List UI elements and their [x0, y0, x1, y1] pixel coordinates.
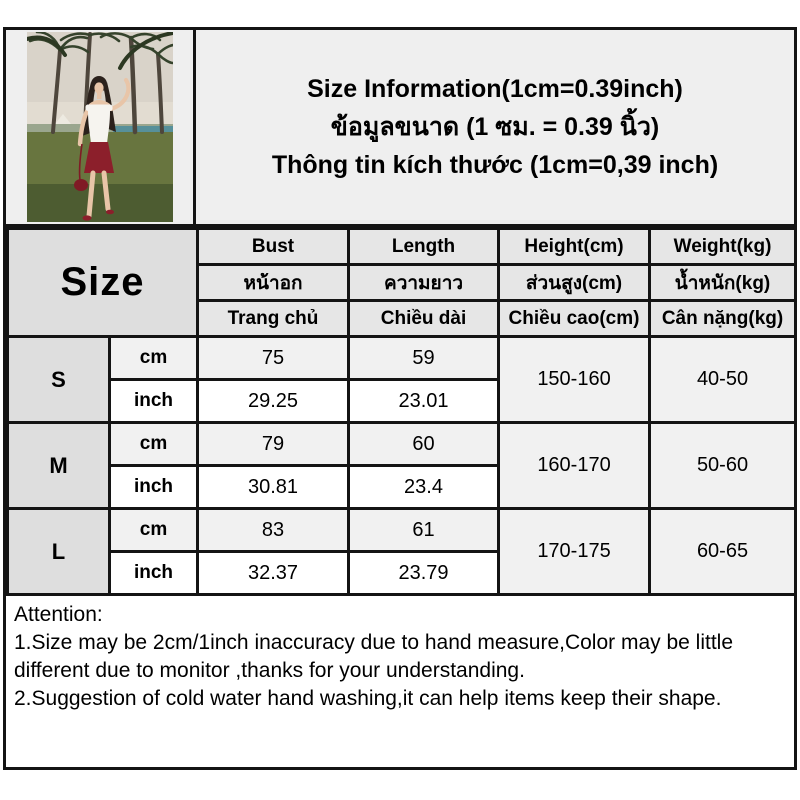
l-height: 170-175 [497, 507, 652, 596]
col-header-bust-th: หน้าอก [196, 263, 351, 302]
s-bust-cm: 75 [196, 335, 351, 381]
unit-inch-label: inch [107, 550, 200, 596]
col-header-weight-en: Weight(kg) [648, 227, 798, 266]
col-header-length-vi: Chiều dài [347, 299, 501, 338]
s-length-cm: 59 [347, 335, 501, 381]
m-bust-cm: 79 [196, 421, 351, 467]
title-english: Size Information(1cm=0.39inch) [307, 75, 683, 103]
l-bust-inch: 32.37 [196, 550, 351, 596]
col-header-length-en: Length [347, 227, 501, 266]
size-table: Size Bust Length Height(cm) Weight(kg) ห… [5, 227, 798, 596]
m-bust-inch: 30.81 [196, 464, 351, 510]
s-bust-inch: 29.25 [196, 378, 351, 424]
s-height: 150-160 [497, 335, 652, 424]
unit-cm-label: cm [107, 421, 200, 467]
col-header-weight-th: น้ำหนัก(kg) [648, 263, 798, 302]
unit-cm-label: cm [107, 335, 200, 381]
product-photo [26, 32, 173, 222]
title-vietnamese: Thông tin kích thước (1cm=0,39 inch) [271, 151, 719, 179]
l-length-inch: 23.79 [347, 550, 501, 596]
attention-line-2: 2.Suggestion of cold water hand washing,… [14, 687, 722, 710]
attention-line-1: 1.Size may be 2cm/1inch inaccuracy due t… [14, 631, 734, 682]
attention-heading: Attention: [14, 603, 103, 626]
top-section: Size Information(1cm=0.39inch) ข้อมูลขนา… [6, 30, 794, 227]
l-weight: 60-65 [648, 507, 798, 596]
foreground-fronds [26, 32, 173, 70]
l-length-cm: 61 [347, 507, 501, 553]
title-block: Size Information(1cm=0.39inch) ข้อมูลขนา… [196, 30, 794, 224]
m-weight: 50-60 [648, 421, 798, 510]
content-frame: Size Information(1cm=0.39inch) ข้อมูลขนา… [3, 27, 798, 770]
col-header-bust-en: Bust [196, 227, 351, 266]
s-length-inch: 23.01 [347, 378, 501, 424]
unit-inch-label: inch [107, 378, 200, 424]
s-weight: 40-50 [648, 335, 798, 424]
col-header-weight-vi: Cân nặng(kg) [648, 299, 798, 338]
unit-inch-label: inch [107, 464, 200, 510]
size-corner-label: Size [5, 227, 200, 338]
col-header-height-th: ส่วนสูง(cm) [497, 263, 652, 302]
size-row-m-label: M [6, 421, 111, 510]
col-header-length-th: ความยาว [347, 263, 501, 302]
col-header-bust-vi: Trang chủ [196, 299, 351, 338]
l-bust-cm: 83 [196, 507, 351, 553]
size-row-s-label: S [6, 335, 111, 424]
m-length-cm: 60 [347, 421, 501, 467]
col-header-height-en: Height(cm) [497, 227, 652, 266]
unit-cm-label: cm [107, 507, 200, 553]
product-photo-cell [6, 30, 196, 224]
col-header-height-vi: Chiều cao(cm) [497, 299, 652, 338]
model-figure [73, 76, 130, 221]
m-height: 160-170 [497, 421, 652, 510]
title-thai: ข้อมูลขนาด (1 ซม. = 0.39 นิ้ว) [330, 113, 660, 141]
attention-note: Attention: 1.Size may be 2cm/1inch inacc… [6, 596, 794, 767]
size-row-l-label: L [6, 507, 111, 596]
m-length-inch: 23.4 [347, 464, 501, 510]
